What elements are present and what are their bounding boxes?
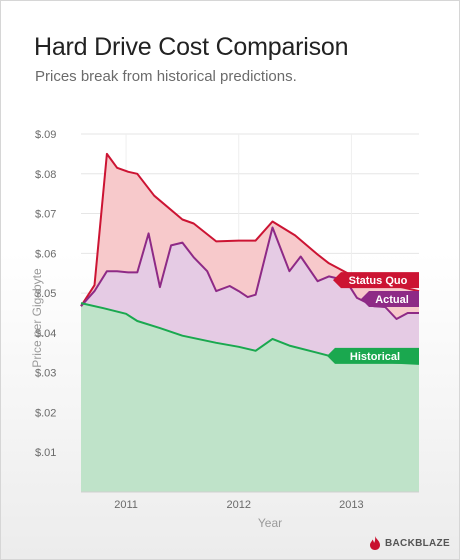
x-axis-title: Year xyxy=(258,516,282,530)
y-tick-label: $.05 xyxy=(35,288,56,300)
series-tag-actual: Actual xyxy=(361,291,419,307)
series-tag-label: Historical xyxy=(350,351,400,363)
series-tag-status-quo: Status Quo xyxy=(333,272,419,289)
line-actual xyxy=(80,226,419,320)
y-axis-ticks: $.01 $.02 $.03 $.04 $.05 $.06 $.07 $.08 $.09 xyxy=(35,129,56,459)
series-areas xyxy=(81,153,419,492)
page-subtitle: Prices break from historical predictions… xyxy=(35,68,297,85)
y-tick-label: $.06 xyxy=(35,248,56,260)
x-tick-label: 2012 xyxy=(226,499,250,511)
series-tag-label: Status Quo xyxy=(349,275,408,287)
y-axis-title: Price per Gigabyte xyxy=(30,268,44,368)
series-tag-label: Actual xyxy=(375,294,409,306)
series-tag-background xyxy=(361,291,419,307)
area-historical xyxy=(81,303,419,492)
y-tick-label: $.01 xyxy=(35,447,56,459)
brand-logo: BACKBLAZE xyxy=(369,536,450,550)
y-tick-label: $.03 xyxy=(35,368,56,380)
flame-icon xyxy=(370,536,380,550)
page-title: Hard Drive Cost Comparison xyxy=(34,33,349,61)
y-tick-label: $.09 xyxy=(35,129,56,141)
series-tag-background xyxy=(327,347,419,364)
y-tick-label: $.07 xyxy=(35,209,56,221)
series-tag-background xyxy=(333,272,419,289)
x-axis-ticks: 2011 2012 2013 xyxy=(114,499,363,511)
series-labels: Status Quo Actual Historical xyxy=(327,272,419,364)
x-tick-label: 2013 xyxy=(339,499,363,511)
brand-name: BACKBLAZE xyxy=(385,537,450,549)
y-tick-label: $.08 xyxy=(35,169,56,181)
y-tick-label: $.04 xyxy=(35,328,56,340)
x-tick-label: 2011 xyxy=(114,499,138,511)
y-tick-label: $.02 xyxy=(35,407,56,419)
series-tag-historical: Historical xyxy=(327,347,419,364)
